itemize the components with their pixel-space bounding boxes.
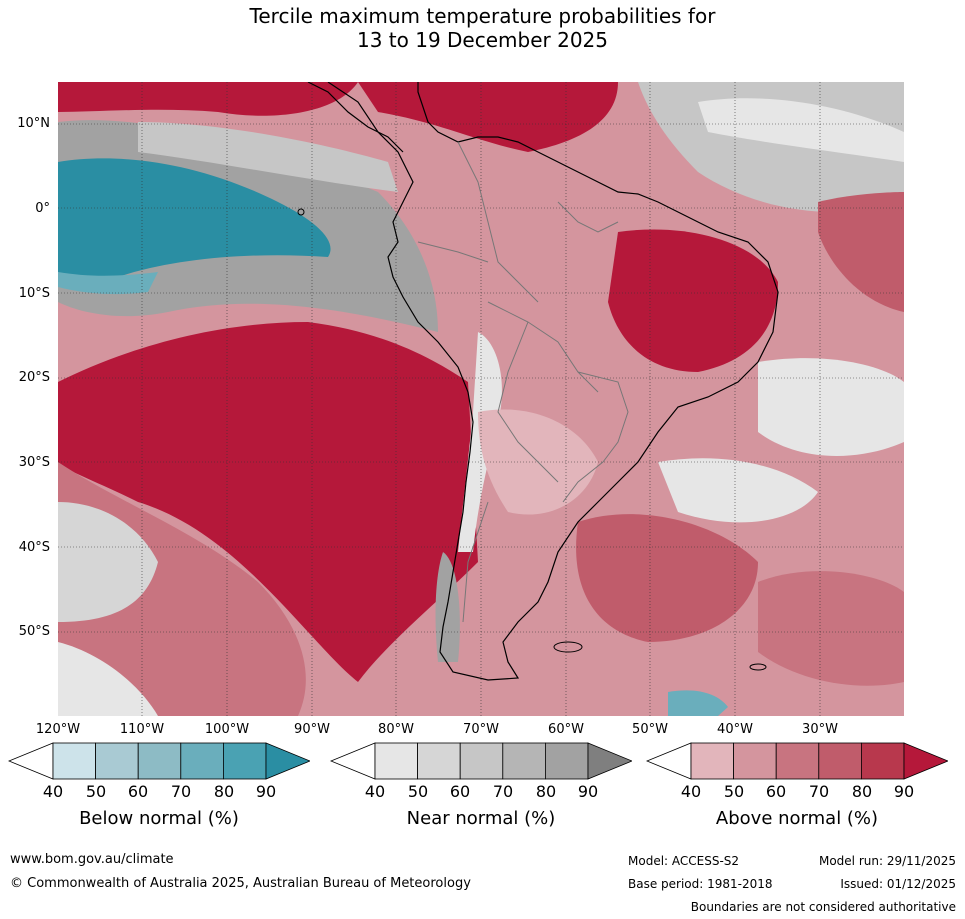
south-america-coastline <box>327 82 779 681</box>
lon-label-70w: 70°W <box>463 722 499 737</box>
tick: 70 <box>492 782 514 801</box>
above-normal-title: Above normal (%) <box>715 808 879 829</box>
lon-label-50w: 50°W <box>632 722 668 737</box>
lat-label-20s: 20°S <box>18 370 50 385</box>
lon-label-110w: 110°W <box>119 722 165 737</box>
above-normal-south-atlantic <box>576 514 758 642</box>
colorbar-segment <box>137 742 182 780</box>
tick: 80 <box>851 782 873 801</box>
tick: 60 <box>765 782 787 801</box>
lon-label-100w: 100°W <box>204 722 250 737</box>
colorbar-segment <box>775 742 820 780</box>
probability-map <box>58 82 904 716</box>
footer-base-period: Base period: 1981-2018 <box>628 877 773 891</box>
falkland-islands <box>553 641 583 653</box>
colorbar-segment <box>417 742 461 780</box>
colorbar-low-cap <box>330 742 376 780</box>
colorbar-segment <box>374 742 418 780</box>
tick: 40 <box>680 782 702 801</box>
tick: 60 <box>449 782 471 801</box>
lat-label-10n: 10°N <box>17 116 50 131</box>
lon-label-60w: 60°W <box>548 722 584 737</box>
colorbar-low-cap <box>8 742 54 780</box>
lat-label-50s: 50°S <box>18 624 50 639</box>
colorbar-segment <box>860 742 905 780</box>
above-normal-pacific <box>58 322 478 682</box>
above-normal-brazil <box>608 229 778 372</box>
tick: 50 <box>723 782 745 801</box>
above-normal-south-atlantic-2 <box>758 571 904 686</box>
colorbar-high-cap <box>903 742 948 780</box>
graticule <box>58 82 904 716</box>
tick: 50 <box>85 782 107 801</box>
near-normal-title: Near normal (%) <box>406 808 556 829</box>
near-normal-sw-2 <box>58 642 158 716</box>
lat-label-40s: 40°S <box>18 540 50 555</box>
colorbar-low-cap <box>646 742 692 780</box>
near-normal-light-region <box>138 122 398 192</box>
tick: 80 <box>213 782 235 801</box>
below-normal-edge <box>58 272 158 295</box>
near-normal-colorbar <box>330 742 632 780</box>
colorbar-segment <box>222 742 267 780</box>
galapagos <box>297 208 305 216</box>
title-line-1: Tercile maximum temperature probabilitie… <box>249 4 716 28</box>
south-georgia <box>749 663 767 671</box>
colorbar-segment <box>180 742 224 780</box>
tick: 90 <box>255 782 277 801</box>
near-normal-south-atlantic <box>658 458 818 523</box>
lat-label-30s: 30°S <box>18 455 50 470</box>
colorbar-segment <box>690 742 734 780</box>
lon-label-90w: 90°W <box>294 722 330 737</box>
white-atlantic <box>698 98 904 162</box>
country-borders <box>417 141 629 623</box>
near-normal-andes <box>458 332 502 552</box>
colorbar-segment <box>818 742 862 780</box>
below-normal-title: Below normal (%) <box>79 808 239 829</box>
above-normal-atlantic-east <box>818 192 904 312</box>
footer-model: Model: ACCESS-S2 <box>628 854 740 868</box>
lon-label-40w: 40°W <box>717 722 753 737</box>
tick: 50 <box>407 782 429 801</box>
near-normal-mid-atlantic <box>758 358 904 456</box>
below-normal-colorbar <box>8 742 310 780</box>
tick: 80 <box>535 782 557 801</box>
chart-title: Tercile maximum temperature probabilitie… <box>0 4 965 52</box>
colorbar-segment <box>502 742 546 780</box>
above-normal-colorbar <box>646 742 948 780</box>
colorbar-segment <box>52 742 96 780</box>
central-america-coastline <box>307 82 404 153</box>
footer-copyright: © Commonwealth of Australia 2025, Austra… <box>10 876 471 891</box>
colorbar-segment <box>95 742 139 780</box>
lat-label-0: 0° <box>35 201 50 216</box>
lat-label-10s: 10°S <box>18 286 50 301</box>
below-normal-region <box>58 158 331 280</box>
near-normal-sw <box>58 502 158 622</box>
below-normal-south-patch <box>668 690 728 716</box>
colorbar-segment <box>733 742 777 780</box>
above-normal-caribbean <box>358 82 618 152</box>
tick: 70 <box>170 782 192 801</box>
footer-url[interactable]: www.bom.gov.au/climate <box>10 852 174 867</box>
title-line-2: 13 to 19 December 2025 <box>356 28 608 52</box>
lon-label-30w: 30°W <box>802 722 838 737</box>
tick: 40 <box>364 782 386 801</box>
lon-label-80w: 80°W <box>378 722 414 737</box>
footer-disclaimer: Boundaries are not considered authoritat… <box>690 900 956 914</box>
above-normal-north <box>58 82 358 116</box>
footer-model-run: Model run: 29/11/2025 <box>818 854 956 868</box>
tick: 70 <box>808 782 830 801</box>
lon-label-120w: 120°W <box>35 722 81 737</box>
colorbar-segment <box>459 742 504 780</box>
colorbar-high-cap <box>587 742 632 780</box>
tick: 40 <box>42 782 64 801</box>
tick: 90 <box>893 782 915 801</box>
tick: 60 <box>127 782 149 801</box>
footer-issued: Issued: 01/12/2025 <box>840 877 956 891</box>
colorbar-segment <box>544 742 589 780</box>
colorbar-high-cap <box>265 742 310 780</box>
tick: 90 <box>577 782 599 801</box>
